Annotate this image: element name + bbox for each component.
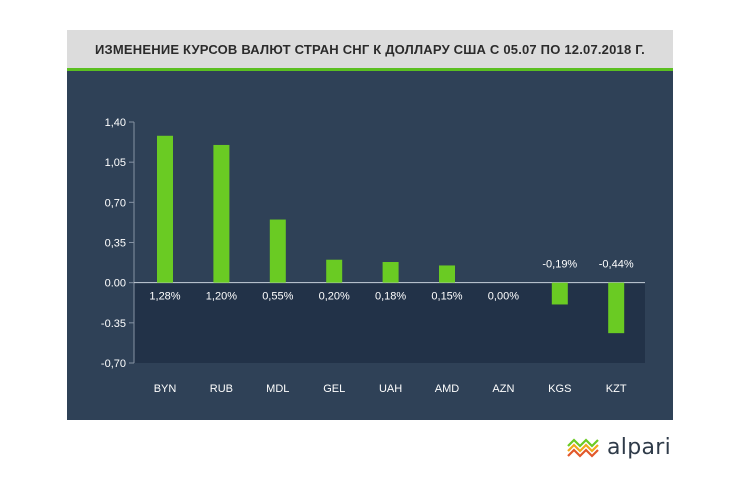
data-label: 0,18% (375, 291, 406, 303)
bar-byn (157, 135, 173, 283)
x-tick-label: UAH (379, 383, 402, 395)
y-tick-label: 0,35 (105, 238, 126, 250)
data-label: -0,19% (542, 259, 577, 271)
x-tick-label: AZN (492, 383, 514, 395)
title-accent-line (67, 68, 673, 71)
bar-mdl (269, 219, 286, 283)
data-label: -0,44% (599, 259, 634, 271)
x-tick-label: AMD (435, 383, 460, 395)
bar-chart: 1,40 1,05 0,70 0,35 0.00 -0.35 -0,70 1,28% BYN 1,… (101, 117, 645, 395)
bar-uah (382, 262, 399, 283)
y-tick-label: -0.35 (101, 318, 126, 330)
data-label: 0,00% (488, 291, 519, 303)
bar-kzt (608, 282, 625, 334)
data-label: 0,15% (431, 291, 462, 303)
bar-gel (326, 259, 343, 283)
data-label: 0,55% (262, 291, 293, 303)
bar-amd (439, 265, 455, 283)
chart-title: ИЗМЕНЕНИЕ КУРСОВ ВАЛЮТ СТРАН СНГ К ДОЛЛА… (95, 41, 645, 57)
x-tick-label: MDL (266, 383, 289, 395)
y-tick-label: 1,05 (105, 157, 126, 169)
chart-title-bar: ИЗМЕНЕНИЕ КУРСОВ ВАЛЮТ СТРАН СНГ К ДОЛЛА… (67, 30, 673, 68)
y-tick-label: 0.00 (105, 278, 126, 290)
alpari-wave-icon (567, 438, 599, 458)
data-label: 1,20% (206, 291, 237, 303)
brand-name: alpari (607, 434, 671, 460)
x-tick-label: KZT (606, 383, 627, 395)
bar-rub (213, 144, 230, 283)
data-label: 0,20% (319, 291, 350, 303)
y-tick-label: 0,70 (105, 197, 126, 209)
y-tick-label: 1,40 (105, 117, 126, 129)
x-tick-label: KGS (548, 383, 571, 395)
chart-panel: 1,40 1,05 0,70 0,35 0.00 -0.35 -0,70 1,28% BYN 1,… (67, 71, 673, 420)
data-label: 1,28% (149, 291, 180, 303)
x-tick-label: BYN (154, 383, 177, 395)
x-tick-label: RUB (210, 383, 233, 395)
brand-logo: alpari (567, 434, 671, 460)
y-tick-label: -0,70 (101, 358, 126, 370)
x-tick-label: GEL (323, 383, 345, 395)
bar-kgs (551, 282, 568, 305)
